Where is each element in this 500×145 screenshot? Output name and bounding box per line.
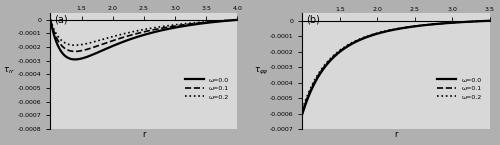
Text: (b): (b): [306, 14, 320, 24]
Y-axis label: $\tau_{rr}$: $\tau_{rr}$: [3, 66, 16, 76]
Text: (a): (a): [54, 14, 68, 24]
Legend: ω=0.0, ω=0.1, ω=0.2: ω=0.0, ω=0.1, ω=0.2: [436, 76, 482, 101]
X-axis label: r: r: [394, 130, 398, 139]
Y-axis label: $\tau_{\varphi\varphi}$: $\tau_{\varphi\varphi}$: [254, 66, 268, 77]
Legend: ω=0.0, ω=0.1, ω=0.2: ω=0.0, ω=0.1, ω=0.2: [184, 76, 230, 101]
X-axis label: r: r: [142, 130, 146, 139]
